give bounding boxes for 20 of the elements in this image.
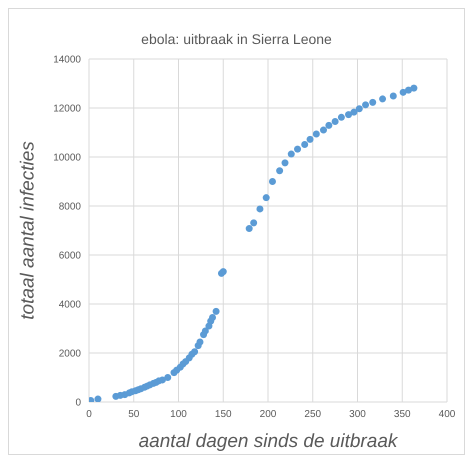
y-tick-label: 2000 <box>58 348 82 360</box>
y-tick-label: 4000 <box>58 300 82 311</box>
x-axis-title: aantal dagen sinds de uitbraak <box>138 431 399 452</box>
x-tick-label: 250 <box>304 409 322 420</box>
x-tick-label: 0 <box>86 409 92 420</box>
y-tick-label: 8000 <box>58 202 82 213</box>
x-tick-label: 200 <box>260 409 277 420</box>
y-tick-label: 14000 <box>53 54 82 66</box>
y-tick-label: 6000 <box>58 250 82 262</box>
y-tick-label: 0 <box>75 398 82 409</box>
x-tick-label: 50 <box>128 409 140 420</box>
x-tick-label: 400 <box>438 409 456 420</box>
y-axis-title: totaal aantal infecties <box>18 140 39 320</box>
x-tick-label: 300 <box>349 409 366 420</box>
y-tick-label: 10000 <box>53 152 82 164</box>
y-tick-label: 12000 <box>53 104 82 115</box>
x-tick-label: 350 <box>394 409 412 420</box>
chart-title: ebola: uitbraak in Sierra Leone <box>140 31 333 47</box>
x-tick-label: 100 <box>170 409 188 420</box>
x-tick-label: 150 <box>214 409 232 420</box>
